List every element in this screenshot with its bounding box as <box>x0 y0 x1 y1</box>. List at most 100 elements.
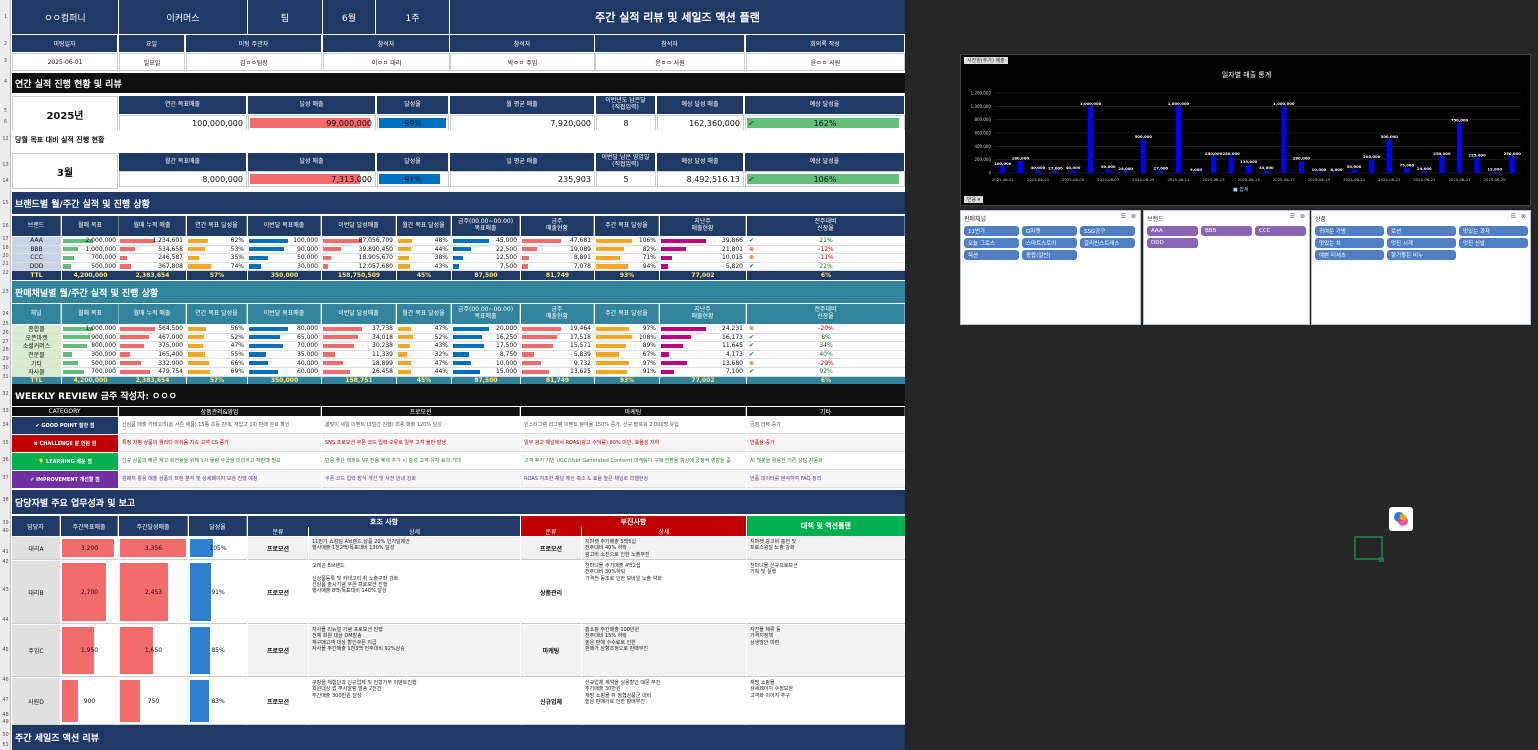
channel_table-cell[interactable]: 80,000 <box>248 325 321 334</box>
slicer-item[interactable]: BBB <box>1201 226 1252 236</box>
channel_table-cell[interactable]: 332,000 <box>119 359 186 368</box>
weekly-cell[interactable]: 반품율 증가 <box>747 435 905 452</box>
meta-value[interactable]: 이ㅇㅇ 대리 <box>323 53 450 71</box>
team-cell[interactable]: 팀 <box>248 0 322 34</box>
channel_table-total-cell[interactable]: 87,500 <box>452 376 520 386</box>
channel_table-cell[interactable]: 4,173 <box>660 350 746 360</box>
monthly-value[interactable]: 8,000,000 <box>119 171 247 187</box>
chart-bar[interactable] <box>1052 171 1059 173</box>
spreadsheet[interactable]: 1 2 3 4 5 6 12 13 14 15 16 17 18 20 21 22 23 24 25 26 27 28 29… <box>0 0 905 750</box>
slicer-item[interactable]: 멋있는 차 <box>1315 238 1384 248</box>
channel_table-cell[interactable]: 564,500 <box>119 325 186 334</box>
brand_table-cell[interactable]: 50,000 <box>248 254 321 263</box>
brand_table-cell[interactable]: 5,820 <box>660 262 746 272</box>
monthly-value[interactable]: 7,313,000 <box>248 171 376 187</box>
channel_table-total-cell[interactable]: 77,002 <box>660 376 746 386</box>
brand_table-total-cell[interactable]: 87,500 <box>452 271 520 280</box>
fill-handle[interactable] <box>1379 557 1384 562</box>
brand_table-cell[interactable]: 2,000,000 <box>62 237 119 246</box>
monthly-value[interactable]: 5 <box>596 171 656 187</box>
channel_table-cell[interactable]: 47% <box>397 325 451 334</box>
channel_table-cell[interactable]: 9,732 <box>521 359 594 368</box>
channel_table-cell[interactable]: 13,680 <box>660 359 746 368</box>
brand_table-cell[interactable]: AAA <box>12 237 61 246</box>
channel_table-cell[interactable]: 기타 <box>12 359 61 368</box>
monthly-value[interactable]: 106% ✔ <box>745 171 905 187</box>
annual-value[interactable]: 8 <box>596 115 656 131</box>
slicer-item[interactable]: 멋진 신발 <box>1459 238 1528 248</box>
meta-value[interactable]: 박ㅇㅇ 주임 <box>450 53 595 71</box>
brand_table-cell[interactable]: 19,089 <box>521 245 594 255</box>
bad-category[interactable]: 프로모션 <box>521 537 581 560</box>
chart-bar[interactable] <box>1017 161 1023 173</box>
channel_table-cell[interactable]: 67% <box>595 350 659 360</box>
channel_table-cell[interactable]: 소셜커머스 <box>12 342 61 351</box>
brand_table-cell[interactable]: 90,000 <box>248 245 321 255</box>
bad-detail[interactable]: 지마켓 추가매출 5백5십 전주대비 40% 하락 광고비 소진으로 인한 노출… <box>582 537 746 560</box>
channel_table-total-cell[interactable]: 45% <box>397 376 451 386</box>
channel_table-total-cell[interactable]: 6% <box>747 376 905 386</box>
slicer-item[interactable]: CCC <box>1255 226 1306 236</box>
chart-bar[interactable] <box>1281 106 1287 173</box>
channel_table-cell[interactable]: 108% <box>595 333 659 343</box>
channel_table-cell[interactable]: 13,625 <box>521 368 594 377</box>
brand_table-cell[interactable]: 22% ✔ <box>747 262 905 272</box>
brand_table-cell[interactable]: 47,681 <box>521 237 594 246</box>
staff-actual[interactable]: 1,650 <box>119 625 188 677</box>
brand_table-cell[interactable]: 87,056,709 <box>322 237 396 246</box>
channel_table-cell[interactable]: 16,173 <box>660 333 746 343</box>
meta-value[interactable]: 2025-06-01 <box>12 53 118 71</box>
brand_table-cell[interactable]: 7,500 <box>452 262 520 272</box>
product-slicer[interactable]: 상품 ☰ ⊗ 귀여운 가방 로션 멋있는 과자 멋있는 차 멋진 시계 멋진 신발 예쁜 티… <box>1311 210 1531 325</box>
action-plan[interactable]: 자진몰 체류 등 가격지정책 상생방안 마련 <box>747 625 905 677</box>
channel_table-cell[interactable]: 467,000 <box>119 333 186 343</box>
channel_table-cell[interactable]: 30,238 <box>322 342 396 351</box>
brand_table-cell[interactable]: 1,234,601 <box>119 237 186 246</box>
channel_table-cell[interactable]: 11,339 <box>322 350 396 360</box>
brand_table-total-cell[interactable]: TTL <box>12 271 61 280</box>
channel_table-cell[interactable]: 92% ✔ <box>747 368 905 377</box>
chart-bar[interactable] <box>1421 171 1428 173</box>
week-cell[interactable]: 1주 <box>376 0 449 34</box>
brand_table-cell[interactable]: 94% <box>595 262 659 272</box>
monthly-value[interactable]: 235,903 <box>450 171 595 187</box>
staff-rate[interactable]: 83% <box>189 678 247 725</box>
staff-target[interactable]: 2,700 <box>61 561 118 624</box>
slicer-item[interactable]: AAA <box>1147 226 1198 236</box>
chart-bar[interactable] <box>1246 164 1252 173</box>
channel_table-cell[interactable]: 40,000 <box>248 359 321 368</box>
staff-rate[interactable]: 91% <box>189 561 247 624</box>
channel_table-cell[interactable]: 5,839 <box>521 350 594 360</box>
brand_table-cell[interactable]: 53% <box>187 245 247 255</box>
weekly-cell[interactable]: SNS 프로모션 쿠폰 코드 입력 오류로 일부 고객 불만 발생 <box>322 435 520 452</box>
chart-bar[interactable] <box>1369 159 1375 173</box>
slicer-item[interactable]: 멋진 시계 <box>1387 238 1456 248</box>
copilot-icon[interactable] <box>1389 507 1413 531</box>
brand_table-cell[interactable]: 71% <box>595 254 659 263</box>
chart-bar[interactable] <box>1105 169 1111 173</box>
chart-tab[interactable]: 사진원(추가) 매출 <box>964 57 1008 64</box>
slicer-item[interactable]: 11번가 <box>964 226 1019 236</box>
weekly-cell[interactable]: 봄맞이 세일 이벤트 (3일간 진행) 최종 매출 120% 달성 <box>322 417 520 434</box>
weekly-cell[interactable]: 일부 광고 채널에서 ROAS(광고 수익률) 80% 미만, 효율성 저하 <box>521 435 746 452</box>
brand_table-cell[interactable]: 30,000 <box>248 262 321 272</box>
chart-bar[interactable] <box>1509 156 1515 173</box>
staff-target[interactable]: 3,200 <box>61 537 118 560</box>
channel_table-cell[interactable]: 15,000 <box>452 368 520 377</box>
weekly-cell[interactable]: 반품 데이터를 분석하여 FAQ 정리 <box>747 471 905 488</box>
chart-bar[interactable] <box>1175 106 1182 173</box>
brand_table-cell[interactable]: 82% <box>595 245 659 255</box>
brand_table-total-cell[interactable]: 57% <box>187 271 247 280</box>
channel_table-cell[interactable]: 종합몰 <box>12 325 61 334</box>
staff-name[interactable]: 대리B <box>12 561 60 624</box>
chart-bar[interactable] <box>1123 171 1129 173</box>
brand_table-cell[interactable]: 12,500 <box>452 254 520 263</box>
weekly-cell[interactable]: 신상품 매출 카테고리(봄 시즌 제품) 15종 초동 판매, 재입고 1차 판… <box>119 417 321 434</box>
weekly-cell[interactable]: 반응 좋은 레퍼토 VP 전용 혜택 추가 시 충성 고객 유지 효과 기대 <box>322 453 520 470</box>
chart-bar[interactable] <box>1404 168 1410 173</box>
slicer-item[interactable]: 로션 <box>1387 226 1456 236</box>
chart-bar[interactable] <box>1228 156 1234 173</box>
chart-bar[interactable] <box>1263 170 1269 173</box>
good-detail[interactable]: 11번가 쇼킹딜 A브랜드 상품 20% 인가딜제안 행사매출 1천2백/목표대… <box>309 537 520 560</box>
channel_table-cell[interactable]: 66% <box>187 359 247 368</box>
